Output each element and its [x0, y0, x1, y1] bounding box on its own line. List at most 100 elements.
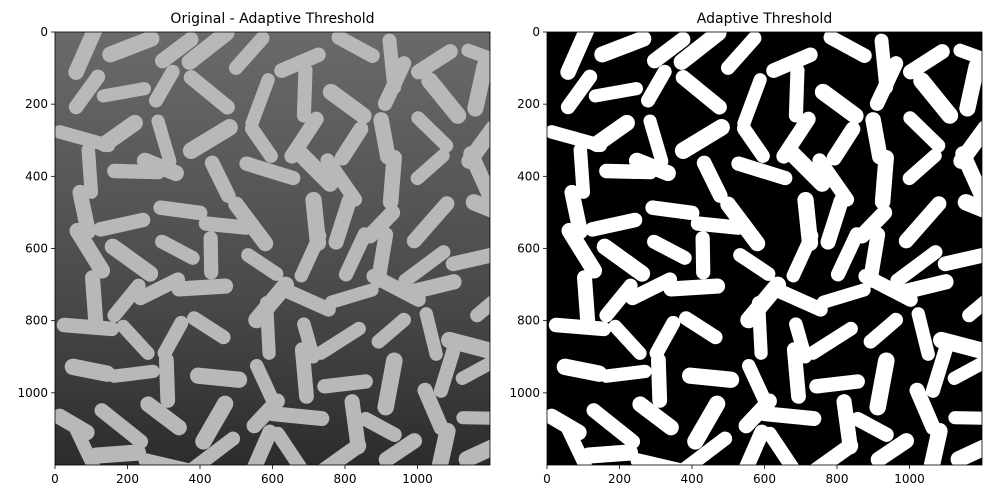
y-tick-label: 200: [25, 97, 48, 111]
rice-grain: [441, 331, 490, 359]
rice-grain: [955, 146, 982, 203]
y-tick-label: 0: [532, 25, 540, 39]
rice-grain: [378, 433, 423, 465]
rice-grain: [820, 193, 849, 250]
rice-grain: [69, 222, 111, 279]
rice-grain: [407, 274, 462, 299]
axes-title: Original - Adaptive Threshold: [170, 11, 374, 27]
rice-grain: [646, 32, 691, 69]
rice-grain: [93, 212, 151, 237]
rice-grain: [445, 247, 490, 272]
rice-grain: [417, 382, 449, 436]
rice-grain: [158, 352, 176, 408]
x-tick-label: 0: [543, 472, 551, 486]
rice-grain: [431, 422, 456, 465]
rice-grain: [830, 227, 864, 282]
rice-grain: [809, 374, 865, 394]
rice-grain: [245, 73, 275, 131]
rice-grain: [890, 245, 943, 288]
rice-grain: [586, 403, 641, 449]
rice-grain: [56, 317, 120, 337]
rice-grain: [643, 114, 669, 168]
x-tick-label: 400: [189, 472, 212, 486]
rice-grain: [204, 155, 236, 203]
rice-grain: [371, 312, 411, 349]
y-tick-label: 400: [517, 169, 540, 183]
rice-grain: [195, 395, 234, 450]
rice-grain: [102, 32, 160, 63]
rice-grain: [902, 44, 950, 80]
rice-grain: [925, 339, 954, 398]
rice-grain: [228, 196, 274, 252]
rice-grain: [294, 228, 327, 283]
rice-grain: [645, 200, 700, 221]
x-tick-label: 1000: [402, 472, 433, 486]
rice-grain: [786, 342, 806, 404]
rice-grain: [641, 64, 672, 108]
rice-grain: [630, 453, 691, 465]
rice-grain: [649, 315, 681, 361]
rice-grain: [81, 143, 99, 199]
rice-grain: [470, 282, 490, 323]
x-tick-label: 600: [753, 472, 776, 486]
rice-grain: [296, 63, 313, 123]
rice-grain: [88, 444, 146, 464]
image: [55, 32, 490, 465]
rice-grain: [433, 339, 462, 398]
rice-grain: [673, 32, 727, 70]
rice-grain: [270, 426, 312, 465]
rice-grain: [136, 152, 184, 182]
rice-grain: [456, 411, 490, 426]
rice-grain: [695, 231, 711, 280]
rice-grain: [338, 227, 372, 282]
rice-grain: [850, 411, 894, 442]
rice-grain: [608, 319, 647, 360]
rice-grain: [721, 32, 762, 75]
rice-grain: [317, 374, 373, 394]
rice-grain: [911, 307, 935, 361]
rice-grain: [278, 283, 336, 317]
rice-grain: [625, 272, 678, 306]
rice-grain: [203, 231, 219, 280]
rice-grain: [560, 32, 596, 80]
rice-grain: [183, 70, 235, 115]
rice-grain: [647, 234, 692, 265]
x-tick-label: 600: [261, 472, 284, 486]
rice-grain: [265, 406, 330, 427]
x-tick-label: 400: [681, 472, 704, 486]
rice-grain: [788, 63, 805, 123]
rice-grain: [899, 274, 954, 299]
rice-grain: [585, 212, 643, 237]
rice-grain: [322, 83, 372, 124]
rice-grain: [737, 73, 767, 131]
rice-grain: [751, 296, 768, 360]
rice-grain: [814, 83, 864, 124]
rice-grain: [312, 437, 367, 465]
rice-grain: [382, 150, 402, 210]
rice-grain: [720, 196, 766, 252]
rice-grain: [580, 444, 638, 464]
image: [547, 32, 982, 465]
rice-grain: [757, 406, 822, 427]
rice-grain: [556, 358, 608, 382]
rice-grain: [140, 396, 187, 436]
rice-grain: [313, 321, 366, 360]
rice-grain: [663, 278, 726, 297]
rice-grain: [577, 270, 596, 330]
rice-grain: [239, 156, 301, 186]
rice-grain: [421, 72, 467, 124]
rice-grain: [411, 111, 454, 153]
rice-grain: [465, 194, 490, 224]
rice-grain: [696, 155, 728, 203]
rice-grain: [96, 82, 152, 103]
rice-grain: [902, 148, 942, 186]
rice-grain: [948, 411, 982, 426]
rice-grain: [596, 238, 651, 282]
rice-grain: [72, 184, 96, 240]
rice-grain: [107, 364, 160, 383]
rice-grain: [599, 364, 652, 383]
rice-grain: [786, 228, 819, 283]
rice-grain: [933, 331, 982, 359]
rice-grain: [377, 352, 403, 416]
rice-grain: [561, 222, 603, 279]
